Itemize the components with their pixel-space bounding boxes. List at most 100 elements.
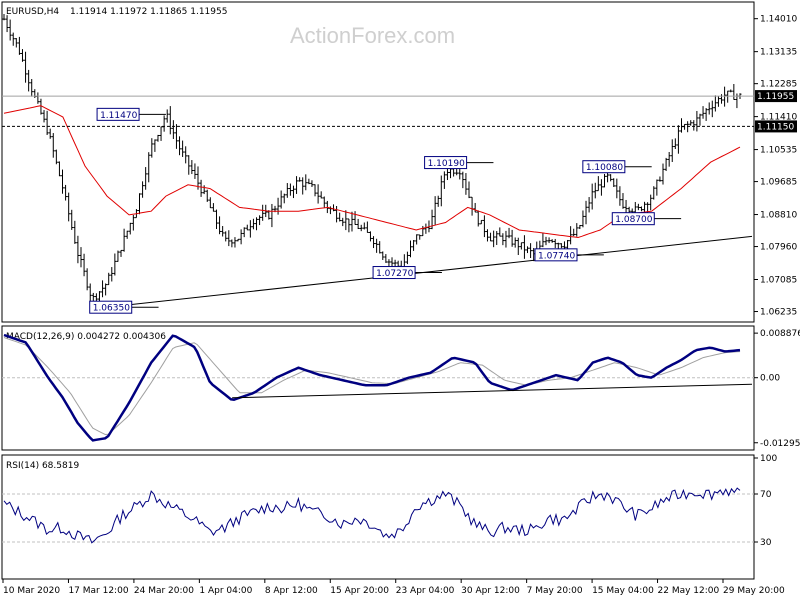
ohlc-bar xyxy=(279,190,283,209)
ohlc-bar xyxy=(113,253,117,276)
ohlc-bar xyxy=(218,216,222,235)
dashed-level-label: 1.11150 xyxy=(757,122,794,132)
ohlc-bar xyxy=(587,197,591,213)
ohlc-bar xyxy=(295,176,299,194)
ohlc-bar xyxy=(224,231,228,242)
ohlc-bar xyxy=(261,204,265,221)
price-y-tick-label: 1.08810 xyxy=(760,211,797,221)
ohlc-bar xyxy=(27,69,31,92)
ohlc-bar xyxy=(344,210,348,231)
ohlc-bar xyxy=(485,229,489,242)
ohlc-bar xyxy=(230,239,234,248)
annotation-label: 1.10080 xyxy=(586,163,623,173)
price-y-tick-label: 1.13135 xyxy=(760,48,797,58)
ohlc-bar xyxy=(341,217,345,227)
ohlc-bar xyxy=(698,113,702,126)
ohlc-bar xyxy=(168,106,172,135)
price-annotation: 1.06350 xyxy=(89,300,159,314)
macd-y-tick-label: -0.012955 xyxy=(760,439,800,449)
ohlc-bar xyxy=(310,180,314,187)
ohlc-bar xyxy=(248,220,252,238)
rsi-line xyxy=(3,487,741,544)
price-y-tick-label: 1.07960 xyxy=(760,243,797,253)
ohlc-bar xyxy=(467,181,471,199)
ohlc-bar xyxy=(553,238,557,249)
ohlc-bar xyxy=(131,214,135,231)
annotation-box xyxy=(96,107,140,121)
ohlc-bar xyxy=(137,193,141,215)
ohlc-bar xyxy=(713,95,717,112)
ohlc-bar xyxy=(57,161,61,177)
ohlc-bar xyxy=(211,203,215,212)
x-tick-label: 15 Apr 20:00 xyxy=(330,586,389,596)
ohlc-bar xyxy=(606,172,610,183)
ohlc-bar xyxy=(729,89,733,93)
ohlc-bar xyxy=(384,254,388,263)
ohlc-bar xyxy=(615,178,619,199)
ohlc-bar xyxy=(572,228,576,237)
macd-signal-line xyxy=(3,337,741,436)
ohlc-bar xyxy=(144,167,148,190)
ohlc-bar xyxy=(544,236,548,246)
ohlc-bar xyxy=(116,250,120,262)
ohlc-bar xyxy=(301,177,305,195)
macd-panel-frame xyxy=(1,325,755,451)
price-panel-frame xyxy=(1,1,755,323)
ohlc-bar xyxy=(704,108,708,121)
ohlc-bar xyxy=(522,235,526,259)
rsi-y-tick-label: 30 xyxy=(760,538,772,548)
ohlc-bar xyxy=(504,230,508,248)
annotation-label: 1.07740 xyxy=(538,251,575,261)
ohlc-bar xyxy=(76,235,80,264)
ohlc-bar xyxy=(285,183,289,198)
ohlc-bar xyxy=(461,171,465,189)
ohlc-bar xyxy=(667,151,671,167)
ohlc-bar xyxy=(51,133,55,158)
annotation-box xyxy=(424,156,468,170)
ohlc-bar xyxy=(165,109,169,123)
annotation-box xyxy=(372,266,416,280)
ohlc-bar xyxy=(147,152,151,183)
ohlc-bar xyxy=(45,110,49,136)
ohlc-bar xyxy=(541,232,545,248)
ohlc-bar xyxy=(489,232,493,242)
ohlc-bar xyxy=(270,203,274,228)
ohlc-bar xyxy=(288,183,292,196)
ohlc-bar xyxy=(405,251,409,265)
ohlc-bar xyxy=(381,251,385,260)
ohlc-bar xyxy=(347,218,351,233)
ohlc-bar xyxy=(322,196,326,208)
ohlc-bar xyxy=(701,106,705,119)
annotation-box xyxy=(582,160,626,174)
ohlc-bar xyxy=(227,230,231,247)
x-tick-label: 23 Apr 04:00 xyxy=(396,586,455,596)
price-annotation: 1.07270 xyxy=(372,266,442,280)
ohlc-bar xyxy=(307,178,311,185)
ohlc-bar xyxy=(362,222,366,230)
ohlc-bar xyxy=(101,280,105,298)
ohlc-bar xyxy=(122,228,126,252)
ohlc-bar xyxy=(529,243,533,259)
ohlc-bar xyxy=(412,239,416,251)
ohlc-bar xyxy=(716,96,720,107)
ohlc-bar xyxy=(313,184,317,197)
ohlc-bar xyxy=(673,138,677,150)
ohlc-bar xyxy=(439,175,443,207)
price-y-tick-label: 1.07085 xyxy=(760,276,797,286)
price-panel-symbol: EURUSD,H4 xyxy=(6,7,59,17)
ohlc-bar xyxy=(670,139,674,162)
price-y-tick-label: 1.06235 xyxy=(760,308,797,318)
price-y-tick-label: 1.10535 xyxy=(760,146,797,156)
ohlc-bar xyxy=(513,237,517,248)
annotation-box xyxy=(534,248,578,262)
ohlc-bar xyxy=(291,185,295,199)
ohlc-bar xyxy=(639,206,643,212)
ohlc-bar xyxy=(596,176,600,192)
ohlc-bar xyxy=(676,125,680,154)
annotation-label: 1.11470 xyxy=(100,111,137,121)
ohlc-bar xyxy=(584,200,588,225)
ohlc-bar xyxy=(476,210,480,227)
ohlc-bar xyxy=(550,239,554,243)
price-annotation: 1.10190 xyxy=(424,156,494,170)
